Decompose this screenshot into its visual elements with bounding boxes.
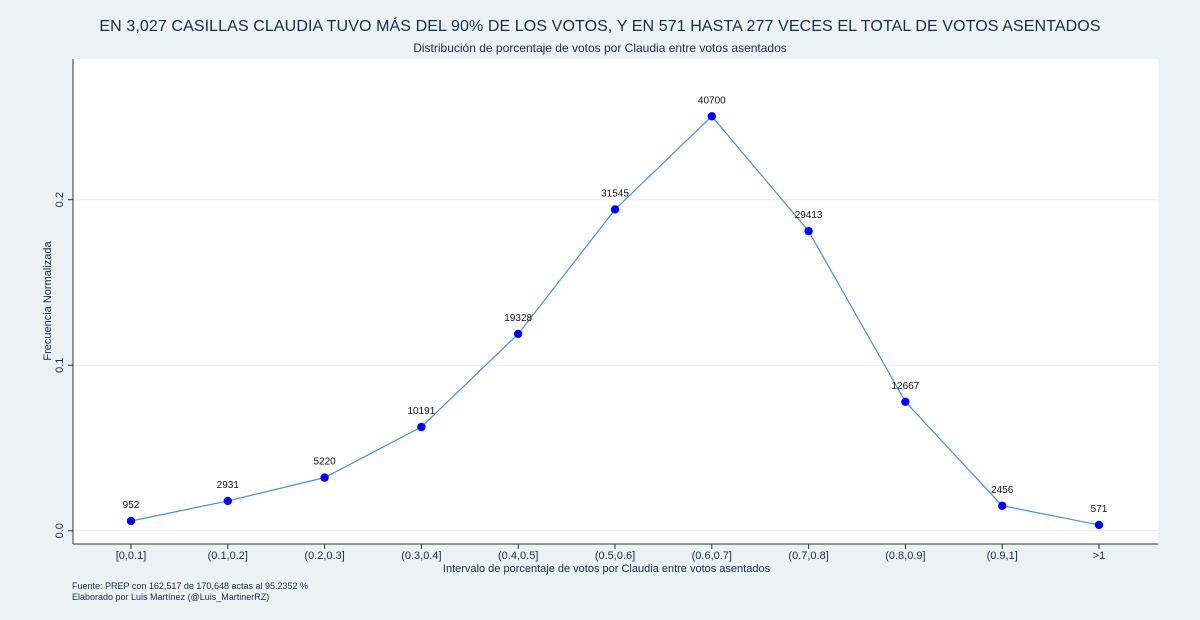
y-tick-label: 0.2	[54, 192, 66, 207]
chart-title: EN 3,027 CASILLAS CLAUDIA TUVO MÁS DEL 9…	[99, 18, 1101, 35]
source-note: Fuente: PREP con 162,517 de 170,648 acta…	[72, 581, 309, 591]
y-tick-label: 0.1	[54, 358, 66, 373]
x-tick-label: [0,0.1]	[116, 550, 147, 562]
y-tick-label: 0.0	[54, 523, 66, 538]
data-point	[223, 496, 232, 506]
data-label: 12667	[891, 381, 919, 392]
data-point	[901, 397, 910, 407]
data-point	[998, 501, 1007, 510]
data-label: 2456	[991, 485, 1014, 496]
data-point	[610, 205, 620, 214]
author-note: Elaborado por Luis Martínez (@Luis_Marti…	[72, 592, 270, 602]
x-tick-label: (0.4,0.5]	[498, 550, 538, 562]
x-tick-label: (0.9,1]	[987, 550, 1018, 562]
x-tick-label: (0.6,0.7]	[692, 550, 732, 562]
x-tick-label: (0.1,0.2]	[208, 550, 248, 562]
data-point	[804, 226, 813, 236]
data-label: 2931	[217, 480, 240, 491]
x-axis-title: Intervalo de porcentaje de votos por Cla…	[443, 563, 771, 575]
data-label: 952	[123, 500, 140, 511]
data-point	[1094, 520, 1104, 530]
x-tick-label: (0.2,0.3]	[304, 550, 344, 562]
data-point	[320, 473, 329, 482]
x-tick-label: (0.3,0.4]	[401, 550, 441, 562]
data-point	[707, 112, 716, 121]
x-tick-label: (0.8,0.9]	[885, 550, 925, 562]
x-tick-label: (0.7,0.8]	[788, 550, 828, 562]
data-point	[126, 516, 136, 526]
data-label: 29413	[795, 210, 823, 221]
data-label: 31545	[601, 188, 629, 199]
plot-area	[73, 59, 1158, 544]
data-label: 19328	[504, 313, 532, 324]
x-tick-label: >1	[1093, 550, 1106, 562]
x-tick-label: (0.5,0.6]	[595, 550, 635, 562]
data-label: 10191	[407, 406, 435, 417]
y-axis-title: Frecuencia Normalizada	[42, 241, 54, 361]
data-label: 571	[1091, 504, 1108, 515]
data-point	[514, 329, 523, 339]
data-label: 40700	[698, 95, 726, 106]
chart-subtitle: Distribución de porcentaje de votos por …	[413, 41, 787, 55]
data-point	[417, 422, 426, 432]
data-label: 5220	[313, 457, 336, 468]
